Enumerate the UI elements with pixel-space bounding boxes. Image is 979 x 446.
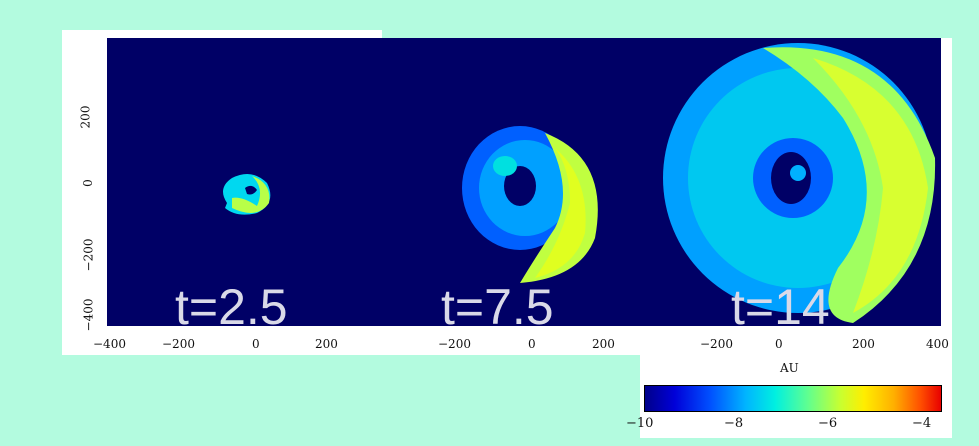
x-tick: 0 (252, 337, 260, 351)
x-tick: −200 (162, 337, 195, 351)
y-tick: −200 (81, 238, 96, 272)
x-axis-unit-label: AU (780, 361, 799, 375)
colorbar-tick: −6 (818, 416, 838, 431)
density-map-3 (663, 43, 936, 323)
x-tick: −200 (438, 337, 471, 351)
time-label-2: t=7.5 (441, 279, 554, 326)
colorbar-tick: −8 (724, 416, 744, 431)
x-tick: 0 (528, 337, 536, 351)
colorbar (644, 385, 942, 412)
density-map-2 (462, 126, 598, 283)
y-tick: −400 (81, 298, 96, 332)
density-panel-1: t=2.5 (107, 38, 385, 326)
blob-spiral-small (223, 174, 271, 215)
colorbar-tick: −4 (912, 416, 932, 431)
density-panel-3: t=14 (663, 38, 941, 326)
time-label-3: t=14 (731, 279, 830, 326)
x-tick: 400 (926, 337, 949, 351)
x-tick: −200 (700, 337, 733, 351)
x-tick: −400 (93, 337, 126, 351)
y-tick: 0 (80, 179, 95, 187)
time-label-1: t=2.5 (175, 279, 288, 326)
x-tick: 0 (775, 337, 783, 351)
density-panel-2: t=7.5 (385, 38, 663, 326)
density-map-1 (223, 174, 271, 215)
blob-spiral-medium (462, 126, 598, 283)
colorbar-tick: −10 (626, 416, 654, 431)
x-tick: 200 (315, 337, 338, 351)
x-tick: 200 (592, 337, 615, 351)
x-tick: 200 (852, 337, 875, 351)
y-tick: 200 (78, 105, 93, 129)
blob-spiral-large (663, 43, 936, 323)
